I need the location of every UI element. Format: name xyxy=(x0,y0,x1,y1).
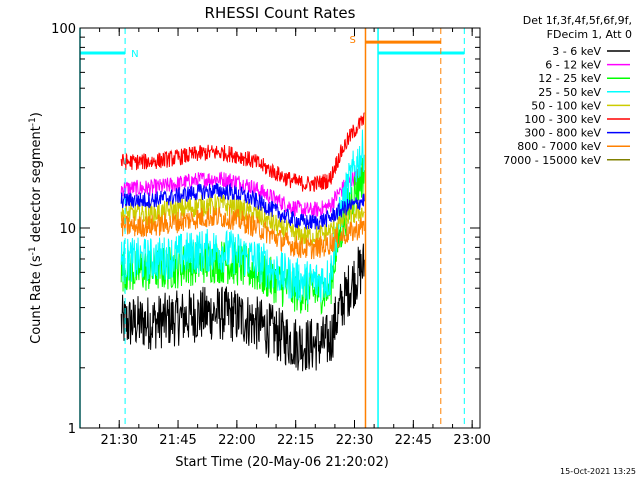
series-line-7 xyxy=(120,206,365,260)
x-tick-label: 22:45 xyxy=(395,433,432,448)
y-tick-label: 10 xyxy=(59,222,76,237)
x-tick-label: 22:30 xyxy=(336,433,373,448)
y-tick-label: 1 xyxy=(68,422,76,437)
y-axis: 1 10 100 xyxy=(51,22,480,437)
legend-label: 12 - 25 keV xyxy=(538,72,601,85)
legend-label: 25 - 50 keV xyxy=(538,86,601,99)
x-tick-label: 23:00 xyxy=(453,433,490,448)
x-tick-label: 21:30 xyxy=(100,433,137,448)
legend-title-2: FDecim 1, Att 0 xyxy=(547,28,632,41)
x-tick-label: 22:15 xyxy=(277,433,314,448)
legend-label: 800 - 7000 keV xyxy=(517,140,601,153)
series-line-5 xyxy=(120,112,365,192)
legend-label: 6 - 12 keV xyxy=(545,59,601,72)
legend-label: 300 - 800 keV xyxy=(524,127,601,140)
y-axis-label: Count Rate (s-1 detector segment-1) xyxy=(28,112,44,344)
legend-label: 50 - 100 keV xyxy=(531,99,601,112)
legend-label: 7000 - 15000 keV xyxy=(503,154,601,167)
chart-title: RHESSI Count Rates xyxy=(205,4,356,22)
legend-title-1: Det 1f,3f,4f,5f,6f,9f, xyxy=(523,14,632,27)
x-tick-label: 21:45 xyxy=(159,433,196,448)
series-layer xyxy=(120,112,365,372)
legend-label: 3 - 6 keV xyxy=(552,45,601,58)
y-tick-label: 100 xyxy=(51,22,76,37)
x-axis: 21:30 21:45 22:00 22:15 22:30 22:45 23:00 xyxy=(79,28,491,448)
x-axis-label: Start Time (20-May-06 21:20:02) xyxy=(175,455,389,470)
series-line-3 xyxy=(120,129,365,305)
night-label: N xyxy=(131,49,138,60)
series-line-2 xyxy=(120,157,365,315)
series-line-0 xyxy=(120,243,365,372)
legend: Det 1f,3f,4f,5f,6f,9f, FDecim 1, Att 0 3… xyxy=(503,14,632,167)
series-line-6 xyxy=(120,182,365,230)
series-line-1 xyxy=(120,167,365,219)
saa-label: S xyxy=(349,35,355,46)
footer-timestamp: 15-Oct-2021 13:25 xyxy=(560,467,636,476)
legend-label: 100 - 300 keV xyxy=(524,113,601,126)
x-tick-label: 22:00 xyxy=(218,433,255,448)
